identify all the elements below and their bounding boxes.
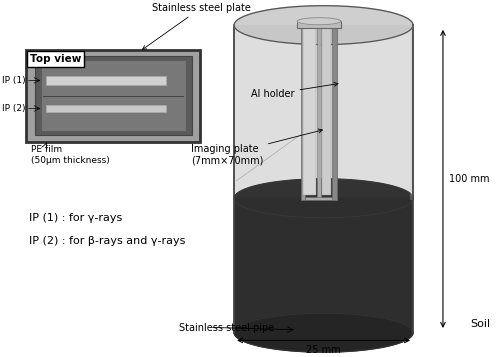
Bar [26, 50, 201, 142]
Text: 25 mm: 25 mm [306, 345, 341, 355]
Polygon shape [234, 313, 413, 352]
Polygon shape [234, 198, 413, 333]
Bar [297, 21, 341, 27]
Bar [41, 60, 186, 131]
Text: IP (1) : for γ-rays: IP (1) : for γ-rays [28, 213, 122, 223]
Bar [322, 28, 331, 195]
Bar [302, 28, 316, 195]
Bar [46, 76, 166, 85]
Text: IP (2): IP (2) [2, 104, 26, 113]
Text: PE film
(50μm thickness): PE film (50μm thickness) [31, 145, 110, 165]
Polygon shape [234, 179, 413, 218]
Polygon shape [297, 18, 341, 25]
Text: IP (2) : for β-rays and γ-rays: IP (2) : for β-rays and γ-rays [28, 236, 185, 246]
Bar [317, 24, 320, 197]
Bar [300, 197, 337, 200]
Text: 100 mm: 100 mm [449, 174, 490, 184]
Polygon shape [234, 6, 413, 45]
Polygon shape [234, 198, 413, 218]
Bar [35, 56, 192, 135]
Bar [332, 24, 337, 200]
Text: IP (1): IP (1) [2, 76, 25, 85]
Text: Imaging plate
(7mm×70mm): Imaging plate (7mm×70mm) [190, 129, 322, 165]
Text: Stainless steel pipe: Stainless steel pipe [178, 323, 274, 333]
Bar [46, 105, 166, 112]
Text: Top view: Top view [30, 54, 82, 64]
Text: Al holder: Al holder [251, 82, 338, 99]
Text: Soil: Soil [470, 319, 490, 329]
Polygon shape [234, 25, 413, 198]
Bar [300, 24, 306, 200]
Text: Stainless steel plate: Stainless steel plate [142, 3, 251, 50]
